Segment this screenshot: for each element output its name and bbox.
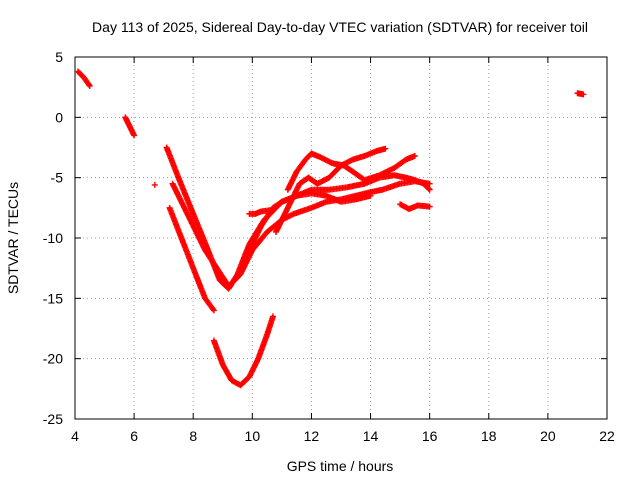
x-tick-label: 16 (422, 428, 438, 444)
y-tick-label: -5 (51, 170, 64, 186)
data-points (74, 68, 587, 389)
x-tick-label: 18 (481, 428, 497, 444)
grid-lines (75, 57, 607, 419)
data-point (267, 207, 274, 214)
data-point (86, 82, 93, 89)
y-tick-label: -20 (43, 351, 63, 367)
y-axis-label: SDTVAR / TECUs (5, 182, 21, 294)
data-point (151, 181, 158, 188)
data-point (426, 186, 433, 193)
x-tick-label: 8 (189, 428, 197, 444)
data-point (85, 81, 92, 88)
data-point (270, 313, 277, 320)
chart-title: Day 113 of 2025, Sidereal Day-to-day VTE… (92, 19, 588, 35)
data-point (411, 152, 418, 159)
y-tick-label: 0 (55, 109, 63, 125)
data-point (210, 307, 217, 314)
y-tick-label: -10 (43, 230, 63, 246)
data-point (210, 306, 217, 313)
data-point (426, 203, 433, 210)
x-tick-label: 12 (304, 428, 320, 444)
data-point (367, 192, 374, 199)
x-axis-label: GPS time / hours (287, 458, 394, 474)
x-tick-label: 20 (540, 428, 556, 444)
y-tick-label: -15 (43, 290, 63, 306)
y-tick-label: 5 (55, 49, 63, 65)
x-tick-label: 4 (71, 428, 79, 444)
data-point (131, 132, 138, 139)
x-tick-label: 22 (599, 428, 615, 444)
x-tick-label: 10 (245, 428, 261, 444)
axis-ticks: 4 6 8 10 12 14 16 18 20 22 -25 -20 -15 -10 -5 0 5 (43, 49, 615, 444)
x-tick-label: 6 (130, 428, 138, 444)
data-point (382, 145, 389, 152)
y-tick-label: -25 (43, 411, 63, 427)
data-point (426, 180, 433, 187)
data-point (580, 91, 587, 98)
data-point (425, 185, 432, 192)
x-tick-label: 14 (363, 428, 379, 444)
